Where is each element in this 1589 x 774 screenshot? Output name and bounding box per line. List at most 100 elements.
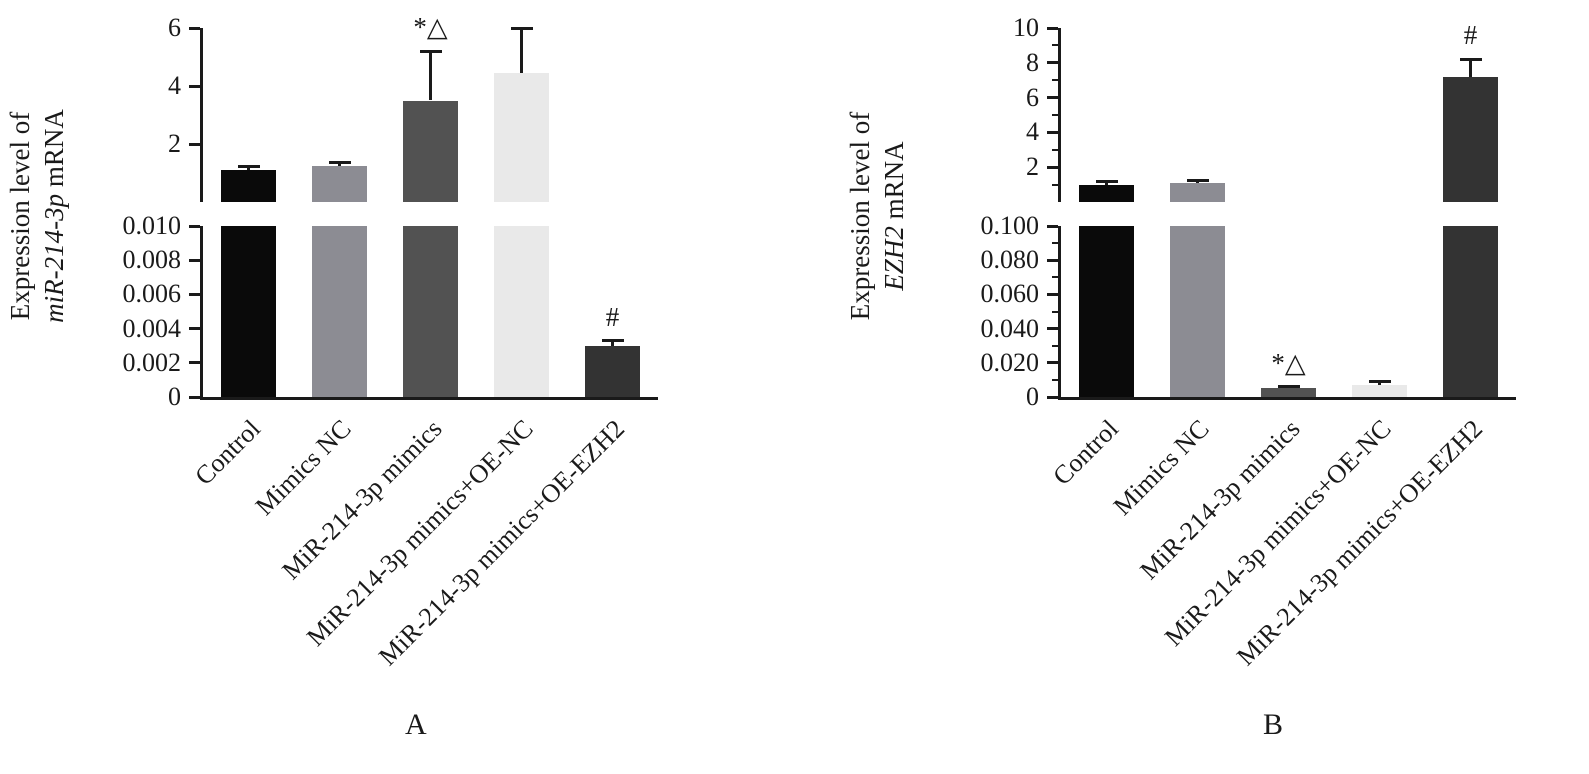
axis-tick-label: 8 (1026, 47, 1039, 77)
axis-major-tick (1047, 292, 1058, 296)
bar (1169, 182, 1226, 202)
axis-tick-label: 0.002 (122, 347, 182, 377)
axis-minor-tick (1052, 148, 1058, 151)
axis-tick-label: 4 (168, 71, 181, 100)
y-axis-title-suffix: mRNA (878, 141, 909, 227)
axis-tick-label: 0.040 (980, 313, 1040, 343)
significance-annotation: *△ (413, 12, 448, 43)
axis-minor-tick (1052, 310, 1058, 313)
x-axis-tick-label: MiR-214-3p mimics (1134, 414, 1307, 586)
significance-annotation: *△ (1271, 347, 1306, 378)
y-axis-title-line1: Expression level of (845, 111, 875, 321)
axis-tick-label: 0.004 (122, 313, 182, 343)
axis-minor-tick (1052, 242, 1058, 245)
lower-panel: 0.100 0.080 0.060 0.040 0.020 0 *△ (981, 213, 1516, 410)
error-bar (247, 166, 250, 171)
axis-tick-label: 2 (168, 129, 181, 158)
axis-minor-tick (1052, 344, 1058, 347)
axis-major-tick (189, 292, 200, 296)
axis-minor-tick (1052, 79, 1058, 82)
axis-tick-label: 0 (168, 382, 181, 411)
bar (311, 165, 368, 202)
axis-major-tick (1047, 61, 1058, 65)
error-bar-cap (601, 339, 624, 343)
axis-major-tick (1047, 165, 1058, 169)
bar (1078, 226, 1135, 397)
axis-major-tick (1047, 96, 1058, 100)
x-axis-labels: Control Mimics NC MiR-214-3p mimics MiR-214… (189, 400, 658, 740)
bar (1442, 76, 1499, 202)
bar (1078, 184, 1135, 202)
axis-tick-label: 0.020 (980, 347, 1040, 377)
x-axis-labels: Control Mimics NC MiR-214-3p mimics MiR-214… (1047, 400, 1516, 740)
bar (493, 226, 550, 397)
axis-major-tick (189, 258, 200, 262)
axis-tick-label: 0.006 (122, 279, 182, 309)
error-bar-cap (1459, 57, 1482, 61)
x-axis-tick-label: Control (1047, 414, 1125, 491)
plot-area: 6 4 2 *△ 0.010 0.008 0.006 0.004 0.002 0 # Contro… (123, 12, 658, 671)
axis-minor-tick (1052, 276, 1058, 279)
bar (584, 345, 641, 397)
axis-major-tick (189, 224, 200, 228)
axis-major-tick (189, 26, 200, 30)
bar (1260, 388, 1317, 397)
bar (402, 226, 459, 397)
significance-annotation: # (1463, 20, 1478, 51)
bar (220, 170, 277, 202)
x-axis-tick-label: MiR-214-3p mimics (276, 414, 449, 586)
error-bar (611, 340, 614, 346)
axis-tick-label: 2 (1026, 152, 1039, 182)
axis-major-tick (1047, 258, 1058, 262)
axis-tick-label: 6 (168, 13, 181, 42)
axis-minor-tick (1052, 183, 1058, 186)
error-bar (429, 51, 432, 101)
lower-panel: 0.010 0.008 0.006 0.004 0.002 0 # (123, 213, 658, 410)
expression-chart-ezh2: Expression level of EZH2 mRNA 10 8 6 4 2 # 0.… (818, 0, 1589, 774)
error-bar-cap (1368, 380, 1391, 384)
bar (402, 100, 459, 202)
axis-major-tick (1047, 130, 1058, 134)
error-bar-cap (419, 49, 442, 53)
bar (1442, 226, 1499, 397)
axis-tick-label: 0.060 (980, 279, 1040, 309)
axis-tick-label: 0.008 (122, 245, 182, 275)
x-axis-tick-label: Control (189, 414, 267, 491)
axis-minor-tick (1052, 114, 1058, 116)
axis-major-tick (1047, 395, 1058, 399)
axis-tick-label: 0.100 (980, 211, 1040, 240)
panel-letter: A (405, 708, 427, 741)
y-axis-gene-name: EZH2 (878, 226, 909, 291)
y-axis-title: Expression level of miR-214-3p mRNA (4, 6, 76, 426)
axis-major-tick (1047, 26, 1058, 30)
upper-panel: 10 8 6 4 2 # (1013, 15, 1516, 202)
axis-major-tick (189, 84, 200, 88)
axis-tick-label: 4 (1026, 117, 1039, 147)
bar (1169, 226, 1226, 397)
axis-tick-label: 0.010 (122, 211, 182, 240)
axis-tick-label: 0.080 (980, 245, 1040, 275)
plot-area: 10 8 6 4 2 # 0.100 0.080 0.060 0.040 0.020 0 *△ Con… (981, 15, 1516, 671)
error-bar-cap (328, 160, 351, 164)
axis-major-tick (189, 395, 200, 399)
bar (311, 226, 368, 397)
axis-major-tick (1047, 327, 1058, 331)
axis-tick-label: 0 (1026, 382, 1039, 411)
upper-panel: 6 4 2 *△ (168, 12, 658, 202)
error-bar (1378, 381, 1381, 386)
axis-tick-label: 6 (1026, 82, 1039, 112)
error-bar-cap (1095, 180, 1118, 184)
y-axis-title-suffix: mRNA (38, 109, 69, 194)
axis-minor-tick (1052, 378, 1058, 381)
bar (220, 226, 277, 397)
y-axis-title-line1: Expression level of (5, 111, 35, 321)
axis-minor-tick (1052, 44, 1058, 47)
bar (493, 72, 550, 202)
axis-major-tick (189, 361, 200, 365)
error-bar (338, 162, 341, 166)
y-axis-title: Expression level of EZH2 mRNA (844, 6, 916, 426)
axis-major-tick (1047, 224, 1058, 228)
error-bar-cap (1186, 179, 1209, 183)
y-axis-gene-name: miR-214-3p (38, 193, 69, 323)
axis-major-tick (189, 327, 200, 331)
